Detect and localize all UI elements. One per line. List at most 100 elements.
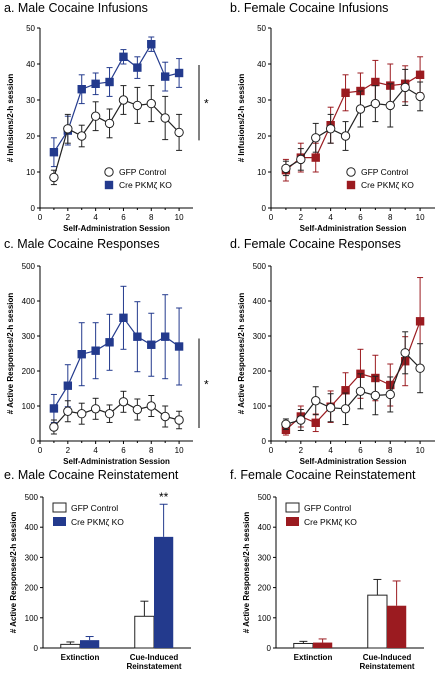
x-tick-label: 10	[416, 213, 425, 222]
legend-label: GFP Control	[119, 167, 166, 177]
data-point	[325, 124, 336, 134]
x-tick-label: 0	[269, 213, 274, 222]
y-axis-label: # Active Responses/2-h session	[9, 512, 18, 634]
x-tick-label: 8	[388, 213, 393, 222]
data-point	[104, 409, 115, 419]
series-line	[53, 316, 180, 409]
data-point	[49, 172, 59, 183]
y-tick-label: 300	[253, 332, 267, 341]
y-tick-label: 100	[25, 614, 39, 623]
y-tick-label: 400	[253, 297, 267, 306]
data-point	[91, 346, 100, 355]
data-point	[341, 386, 350, 395]
legend-label: GFP Control	[71, 503, 118, 513]
y-tick-label: 100	[258, 614, 272, 623]
panel-title: b. Female Cocaine Infusions	[230, 1, 388, 15]
data-point	[400, 348, 410, 358]
legend-marker-cre	[346, 180, 356, 190]
legend-swatch	[286, 517, 299, 526]
x-tick-label: 6	[358, 213, 363, 222]
series-line	[285, 74, 421, 171]
panel-e: e. Male Cocaine Reinstatement 0 100 200 300 4…	[4, 468, 191, 671]
series-line	[53, 99, 180, 178]
legend-label: Cre PKMζ KO	[304, 517, 357, 527]
data-point	[311, 133, 321, 143]
y-tick-label: 400	[25, 523, 39, 532]
x-tick-label: 10	[175, 213, 184, 222]
data-point	[311, 418, 320, 427]
y-tick-label: 40	[26, 60, 35, 69]
data-point	[63, 124, 73, 134]
data-point	[160, 113, 170, 123]
x-axis-label: Self-Administration Session	[63, 224, 170, 233]
panel-title: e. Male Cocaine Reinstatement	[4, 468, 179, 482]
data-point	[133, 63, 142, 72]
x-tick-label: 2	[299, 213, 304, 222]
data-point	[147, 40, 156, 49]
series-cre	[49, 36, 184, 168]
y-axis-label: # Active Responses/2-h session	[237, 293, 246, 415]
y-tick-label: 400	[22, 297, 36, 306]
panel-title: f. Female Cocaine Reinstatement	[230, 468, 416, 482]
series-gfp	[281, 68, 425, 177]
bar-cre	[313, 642, 333, 648]
y-tick-label: 0	[267, 644, 272, 653]
legend-marker-gfp	[104, 167, 114, 177]
data-point	[146, 98, 156, 109]
series-gfp	[49, 390, 184, 435]
data-point	[174, 415, 184, 425]
legend-label: Cre PKMζ KO	[71, 517, 124, 527]
panel-f: f. Female Cocaine Reinstatement 0 100 200 30…	[230, 468, 424, 671]
data-point	[355, 386, 366, 396]
data-point	[63, 381, 73, 390]
legend-label: GFP Control	[304, 503, 351, 513]
y-tick-label: 50	[26, 24, 35, 33]
data-point	[325, 403, 336, 413]
bar-gfp	[367, 594, 388, 649]
category-label-line: Cue-Induced	[130, 653, 179, 662]
data-point	[311, 396, 321, 406]
data-point	[105, 338, 114, 347]
data-point	[49, 404, 59, 413]
legend-label: Cre PKMζ KO	[119, 180, 172, 190]
y-tick-label: 200	[25, 584, 39, 593]
data-point	[63, 406, 73, 416]
y-tick-label: 300	[25, 553, 39, 562]
data-point	[77, 350, 86, 359]
data-point	[91, 79, 100, 88]
panel-title: d. Female Cocaine Responses	[230, 237, 401, 251]
category-label: Extinction	[61, 653, 100, 662]
y-axis-label: # Active Responses/2-h session	[6, 293, 15, 415]
data-point	[132, 404, 143, 415]
data-point	[370, 98, 381, 109]
y-axis-label: # Infusions/2-h session	[6, 74, 15, 163]
bar-gfp	[293, 642, 314, 649]
data-point	[90, 404, 101, 414]
data-point	[385, 389, 395, 400]
data-point	[119, 313, 128, 322]
x-tick-label: 4	[93, 446, 98, 455]
series-line	[285, 86, 421, 169]
data-point	[281, 163, 291, 174]
x-tick-label: 2	[299, 446, 304, 455]
category-label: Cue-Induced Reinstatement	[359, 653, 414, 671]
y-tick-label: 200	[22, 367, 36, 376]
y-tick-label: 200	[253, 367, 267, 376]
y-tick-label: 20	[26, 132, 35, 141]
y-tick-label: 30	[257, 96, 266, 105]
y-tick-label: 30	[26, 96, 35, 105]
y-tick-label: 400	[258, 523, 272, 532]
data-point	[133, 332, 142, 341]
data-point	[119, 52, 128, 61]
x-tick-label: 2	[66, 446, 71, 455]
data-point	[147, 340, 156, 349]
x-tick-label: 6	[121, 213, 126, 222]
panel-d: d. Female Cocaine Responses0100200300400…	[230, 237, 435, 466]
legend-swatch	[52, 502, 67, 513]
panel-title: c. Male Cocaine Responses	[4, 237, 160, 251]
data-point	[174, 127, 184, 138]
x-tick-label: 4	[93, 213, 98, 222]
data-point	[132, 100, 143, 111]
data-point	[340, 404, 351, 414]
category-label: Extinction	[294, 653, 333, 662]
